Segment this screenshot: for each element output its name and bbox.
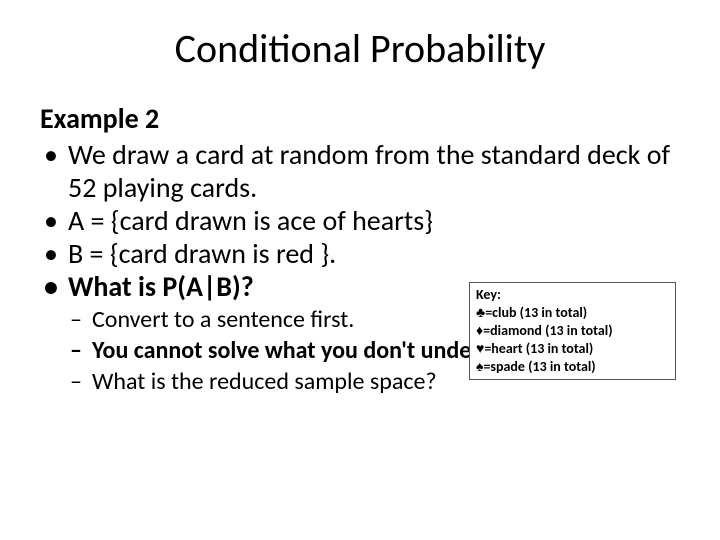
- key-box: Key: ♣=club (13 in total) ♦=diamond (13 …: [469, 282, 676, 380]
- slide-title: Conditional Probability: [40, 24, 680, 73]
- bullet-1: We draw a card at random from the standa…: [40, 138, 680, 204]
- bullet-2: A = {card drawn is ace of hearts}: [40, 204, 680, 237]
- main-bullet-list: We draw a card at random from the standa…: [40, 138, 680, 303]
- key-diamond: ♦=diamond (13 in total): [476, 322, 669, 340]
- key-club: ♣=club (13 in total): [476, 304, 669, 322]
- key-heart: ♥=heart (13 in total): [476, 340, 669, 358]
- key-spade: ♠=spade (13 in total): [476, 358, 669, 376]
- key-heading: Key:: [476, 286, 669, 304]
- slide: Conditional Probability Example 2 We dra…: [0, 0, 720, 540]
- example-label: Example 2: [40, 101, 680, 136]
- bullet-3: B = {card drawn is red }.: [40, 237, 680, 270]
